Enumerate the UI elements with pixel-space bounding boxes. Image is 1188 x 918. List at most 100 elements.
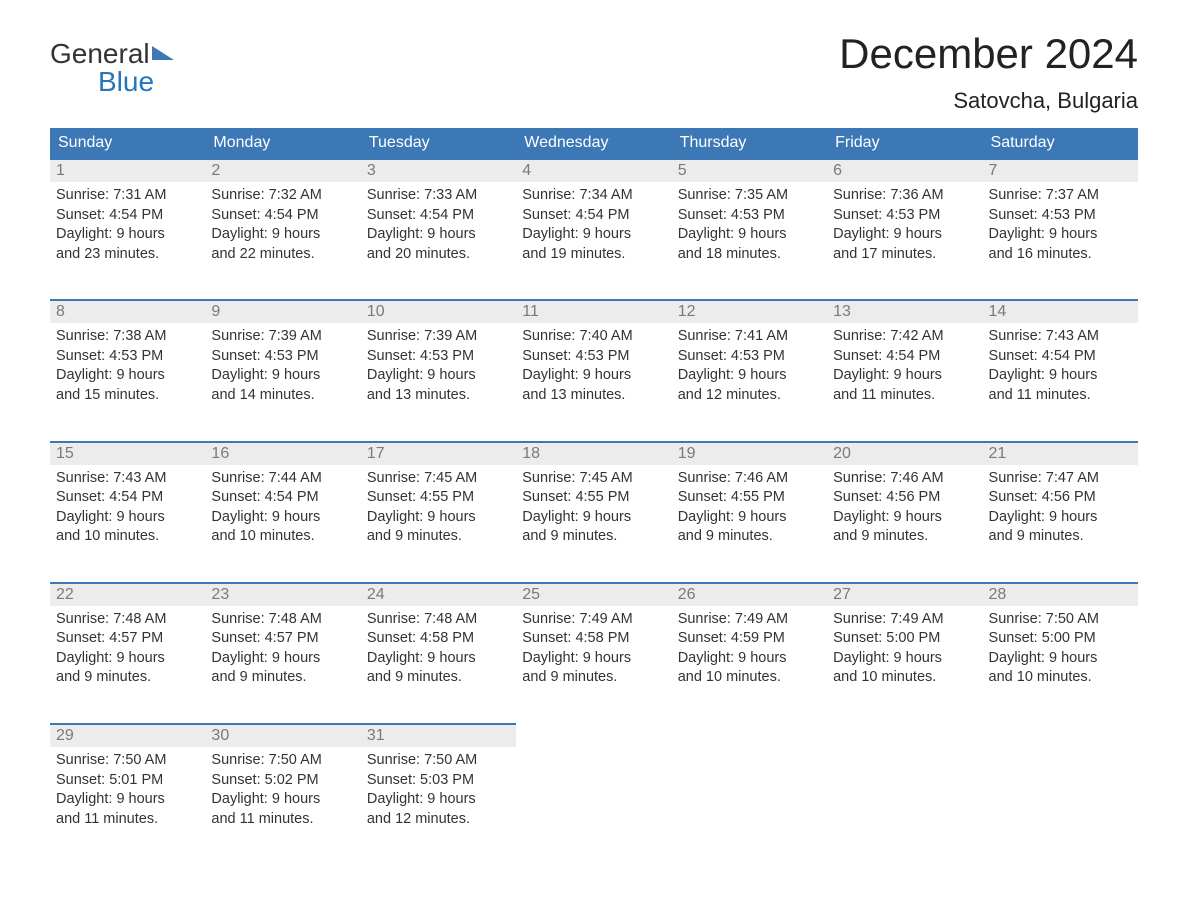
day-cell: 22Sunrise: 7:48 AMSunset: 4:57 PMDayligh…: [50, 583, 205, 712]
sunrise-line: Sunrise: 7:50 AM: [989, 610, 1132, 630]
day-data: Sunrise: 7:50 AMSunset: 5:00 PMDaylight:…: [983, 606, 1138, 712]
day-data: Sunrise: 7:48 AMSunset: 4:58 PMDaylight:…: [361, 606, 516, 712]
day-number: 28: [983, 584, 1138, 606]
daylight-line-1: Daylight: 9 hours: [522, 225, 665, 245]
sunset-line: Sunset: 4:55 PM: [678, 488, 821, 508]
day-number: 8: [50, 301, 205, 323]
day-cell: 2Sunrise: 7:32 AMSunset: 4:54 PMDaylight…: [205, 159, 360, 288]
day-cell: 23Sunrise: 7:48 AMSunset: 4:57 PMDayligh…: [205, 583, 360, 712]
day-data: Sunrise: 7:49 AMSunset: 5:00 PMDaylight:…: [827, 606, 982, 712]
daylight-line-2: and 18 minutes.: [678, 245, 821, 265]
day-number: 18: [516, 443, 671, 465]
sunset-line: Sunset: 4:56 PM: [989, 488, 1132, 508]
sunset-line: Sunset: 4:54 PM: [989, 347, 1132, 367]
sunrise-line: Sunrise: 7:46 AM: [678, 469, 821, 489]
sunrise-line: Sunrise: 7:39 AM: [211, 327, 354, 347]
daylight-line-2: and 9 minutes.: [367, 668, 510, 688]
month-title: December 2024: [839, 30, 1138, 78]
week-row: 22Sunrise: 7:48 AMSunset: 4:57 PMDayligh…: [50, 583, 1138, 712]
day-number: 13: [827, 301, 982, 323]
daylight-line-1: Daylight: 9 hours: [367, 790, 510, 810]
sunrise-line: Sunrise: 7:48 AM: [56, 610, 199, 630]
day-data: Sunrise: 7:40 AMSunset: 4:53 PMDaylight:…: [516, 323, 671, 429]
day-data: Sunrise: 7:45 AMSunset: 4:55 PMDaylight:…: [361, 465, 516, 571]
sunset-line: Sunset: 5:02 PM: [211, 771, 354, 791]
sunrise-line: Sunrise: 7:49 AM: [678, 610, 821, 630]
day-number: 26: [672, 584, 827, 606]
day-number: 7: [983, 160, 1138, 182]
sunrise-line: Sunrise: 7:50 AM: [367, 751, 510, 771]
daylight-line-2: and 10 minutes.: [678, 668, 821, 688]
daylight-line-1: Daylight: 9 hours: [211, 508, 354, 528]
sunrise-line: Sunrise: 7:31 AM: [56, 186, 199, 206]
sunrise-line: Sunrise: 7:39 AM: [367, 327, 510, 347]
sunrise-line: Sunrise: 7:43 AM: [56, 469, 199, 489]
day-data: Sunrise: 7:35 AMSunset: 4:53 PMDaylight:…: [672, 182, 827, 288]
day-cell: [516, 724, 671, 853]
daylight-line-2: and 14 minutes.: [211, 386, 354, 406]
daylight-line-2: and 10 minutes.: [211, 527, 354, 547]
day-number: 27: [827, 584, 982, 606]
day-data: Sunrise: 7:43 AMSunset: 4:54 PMDaylight:…: [50, 465, 205, 571]
sunset-line: Sunset: 4:54 PM: [56, 206, 199, 226]
daylight-line-1: Daylight: 9 hours: [211, 366, 354, 386]
weekday-header: Saturday: [983, 128, 1138, 159]
sunrise-line: Sunrise: 7:34 AM: [522, 186, 665, 206]
sunrise-line: Sunrise: 7:45 AM: [522, 469, 665, 489]
sunset-line: Sunset: 5:00 PM: [989, 629, 1132, 649]
day-cell: 9Sunrise: 7:39 AMSunset: 4:53 PMDaylight…: [205, 300, 360, 429]
day-number: 6: [827, 160, 982, 182]
day-data: Sunrise: 7:32 AMSunset: 4:54 PMDaylight:…: [205, 182, 360, 288]
sunset-line: Sunset: 4:54 PM: [833, 347, 976, 367]
title-block: December 2024 Satovcha, Bulgaria: [839, 30, 1138, 114]
daylight-line-1: Daylight: 9 hours: [56, 366, 199, 386]
sunset-line: Sunset: 4:54 PM: [367, 206, 510, 226]
weekday-header: Tuesday: [361, 128, 516, 159]
weekday-header: Thursday: [672, 128, 827, 159]
daylight-line-1: Daylight: 9 hours: [522, 508, 665, 528]
day-cell: 10Sunrise: 7:39 AMSunset: 4:53 PMDayligh…: [361, 300, 516, 429]
daylight-line-1: Daylight: 9 hours: [522, 366, 665, 386]
sunset-line: Sunset: 4:53 PM: [989, 206, 1132, 226]
day-number: 29: [50, 725, 205, 747]
sunset-line: Sunset: 4:55 PM: [522, 488, 665, 508]
day-data: Sunrise: 7:39 AMSunset: 4:53 PMDaylight:…: [205, 323, 360, 429]
day-number: 4: [516, 160, 671, 182]
sunset-line: Sunset: 5:03 PM: [367, 771, 510, 791]
day-cell: 16Sunrise: 7:44 AMSunset: 4:54 PMDayligh…: [205, 442, 360, 571]
day-cell: [983, 724, 1138, 853]
day-cell: 4Sunrise: 7:34 AMSunset: 4:54 PMDaylight…: [516, 159, 671, 288]
sunset-line: Sunset: 4:59 PM: [678, 629, 821, 649]
sunset-line: Sunset: 4:57 PM: [56, 629, 199, 649]
day-data: Sunrise: 7:39 AMSunset: 4:53 PMDaylight:…: [361, 323, 516, 429]
day-cell: 25Sunrise: 7:49 AMSunset: 4:58 PMDayligh…: [516, 583, 671, 712]
daylight-line-2: and 9 minutes.: [367, 527, 510, 547]
day-data: Sunrise: 7:47 AMSunset: 4:56 PMDaylight:…: [983, 465, 1138, 571]
sunrise-line: Sunrise: 7:36 AM: [833, 186, 976, 206]
daylight-line-2: and 11 minutes.: [833, 386, 976, 406]
daylight-line-1: Daylight: 9 hours: [678, 225, 821, 245]
daylight-line-1: Daylight: 9 hours: [522, 649, 665, 669]
sunrise-line: Sunrise: 7:32 AM: [211, 186, 354, 206]
daylight-line-1: Daylight: 9 hours: [56, 649, 199, 669]
day-cell: 6Sunrise: 7:36 AMSunset: 4:53 PMDaylight…: [827, 159, 982, 288]
weekday-header-row: Sunday Monday Tuesday Wednesday Thursday…: [50, 128, 1138, 159]
daylight-line-1: Daylight: 9 hours: [678, 649, 821, 669]
sunrise-line: Sunrise: 7:38 AM: [56, 327, 199, 347]
sunset-line: Sunset: 4:57 PM: [211, 629, 354, 649]
day-cell: 30Sunrise: 7:50 AMSunset: 5:02 PMDayligh…: [205, 724, 360, 853]
day-cell: 18 Sunrise: 7:45 AMSunset: 4:55 PMDayligh…: [516, 442, 671, 571]
day-cell: 11Sunrise: 7:40 AMSunset: 4:53 PMDayligh…: [516, 300, 671, 429]
daylight-line-2: and 13 minutes.: [522, 386, 665, 406]
daylight-line-1: Daylight: 9 hours: [833, 508, 976, 528]
day-number: 9: [205, 301, 360, 323]
sunrise-line: Sunrise: 7:42 AM: [833, 327, 976, 347]
day-cell: 1Sunrise: 7:31 AMSunset: 4:54 PMDaylight…: [50, 159, 205, 288]
daylight-line-1: Daylight: 9 hours: [989, 225, 1132, 245]
day-number: 5: [672, 160, 827, 182]
daylight-line-1: Daylight: 9 hours: [833, 366, 976, 386]
day-data: Sunrise: 7:50 AMSunset: 5:03 PMDaylight:…: [361, 747, 516, 853]
daylight-line-2: and 13 minutes.: [367, 386, 510, 406]
day-number: 31: [361, 725, 516, 747]
week-row: 1Sunrise: 7:31 AMSunset: 4:54 PMDaylight…: [50, 159, 1138, 288]
